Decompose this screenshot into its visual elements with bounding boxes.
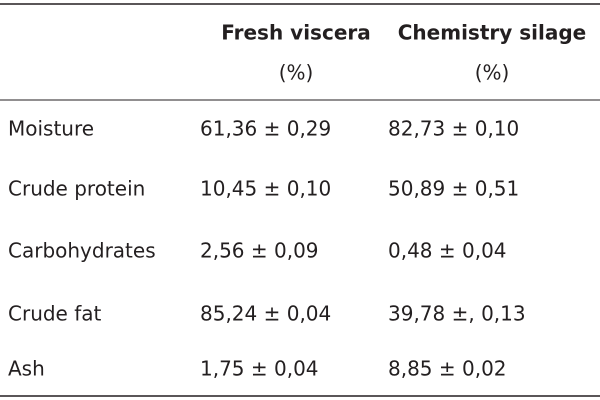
column-header: Fresh viscera <box>221 21 371 45</box>
row-label: Crude fat <box>8 302 102 326</box>
cell-value: 39,78 ±, 0,13 <box>388 302 526 326</box>
row-label: Ash <box>8 357 45 381</box>
column-header: Chemistry silage <box>398 21 587 45</box>
cell-value: 50,89 ± 0,51 <box>388 177 519 201</box>
cell-value: 82,73 ± 0,10 <box>388 117 519 141</box>
column-unit: (%) <box>475 61 510 85</box>
cell-value: 85,24 ± 0,04 <box>200 302 331 326</box>
row-label: Carbohydrates <box>8 239 156 263</box>
cell-value: 2,56 ± 0,09 <box>200 239 319 263</box>
cell-value: 1,75 ± 0,04 <box>200 357 319 381</box>
row-label: Moisture <box>8 117 94 141</box>
row-label: Crude protein <box>8 177 145 201</box>
cell-value: 10,45 ± 0,10 <box>200 177 331 201</box>
cell-value: 8,85 ± 0,02 <box>388 357 507 381</box>
cell-value: 61,36 ± 0,29 <box>200 117 331 141</box>
column-unit: (%) <box>279 61 314 85</box>
cell-value: 0,48 ± 0,04 <box>388 239 507 263</box>
